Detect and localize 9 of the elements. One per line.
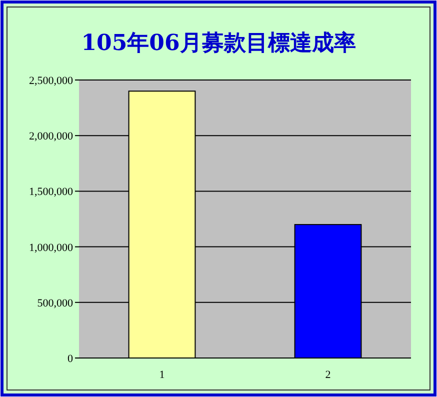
y-tick-label: 1,000,000 [29, 242, 74, 254]
chart-title: 105年06月募款目標達成率 [81, 30, 356, 56]
y-tick-label: 1,500,000 [29, 186, 74, 198]
x-tick-label: 1 [159, 369, 165, 381]
y-tick-label: 0 [68, 353, 74, 365]
x-tick-label: 2 [325, 369, 331, 381]
y-tick-label: 2,000,000 [29, 130, 74, 143]
y-tick-label: 2,500,000 [29, 75, 74, 87]
y-tick-label: 500,000 [37, 297, 74, 310]
